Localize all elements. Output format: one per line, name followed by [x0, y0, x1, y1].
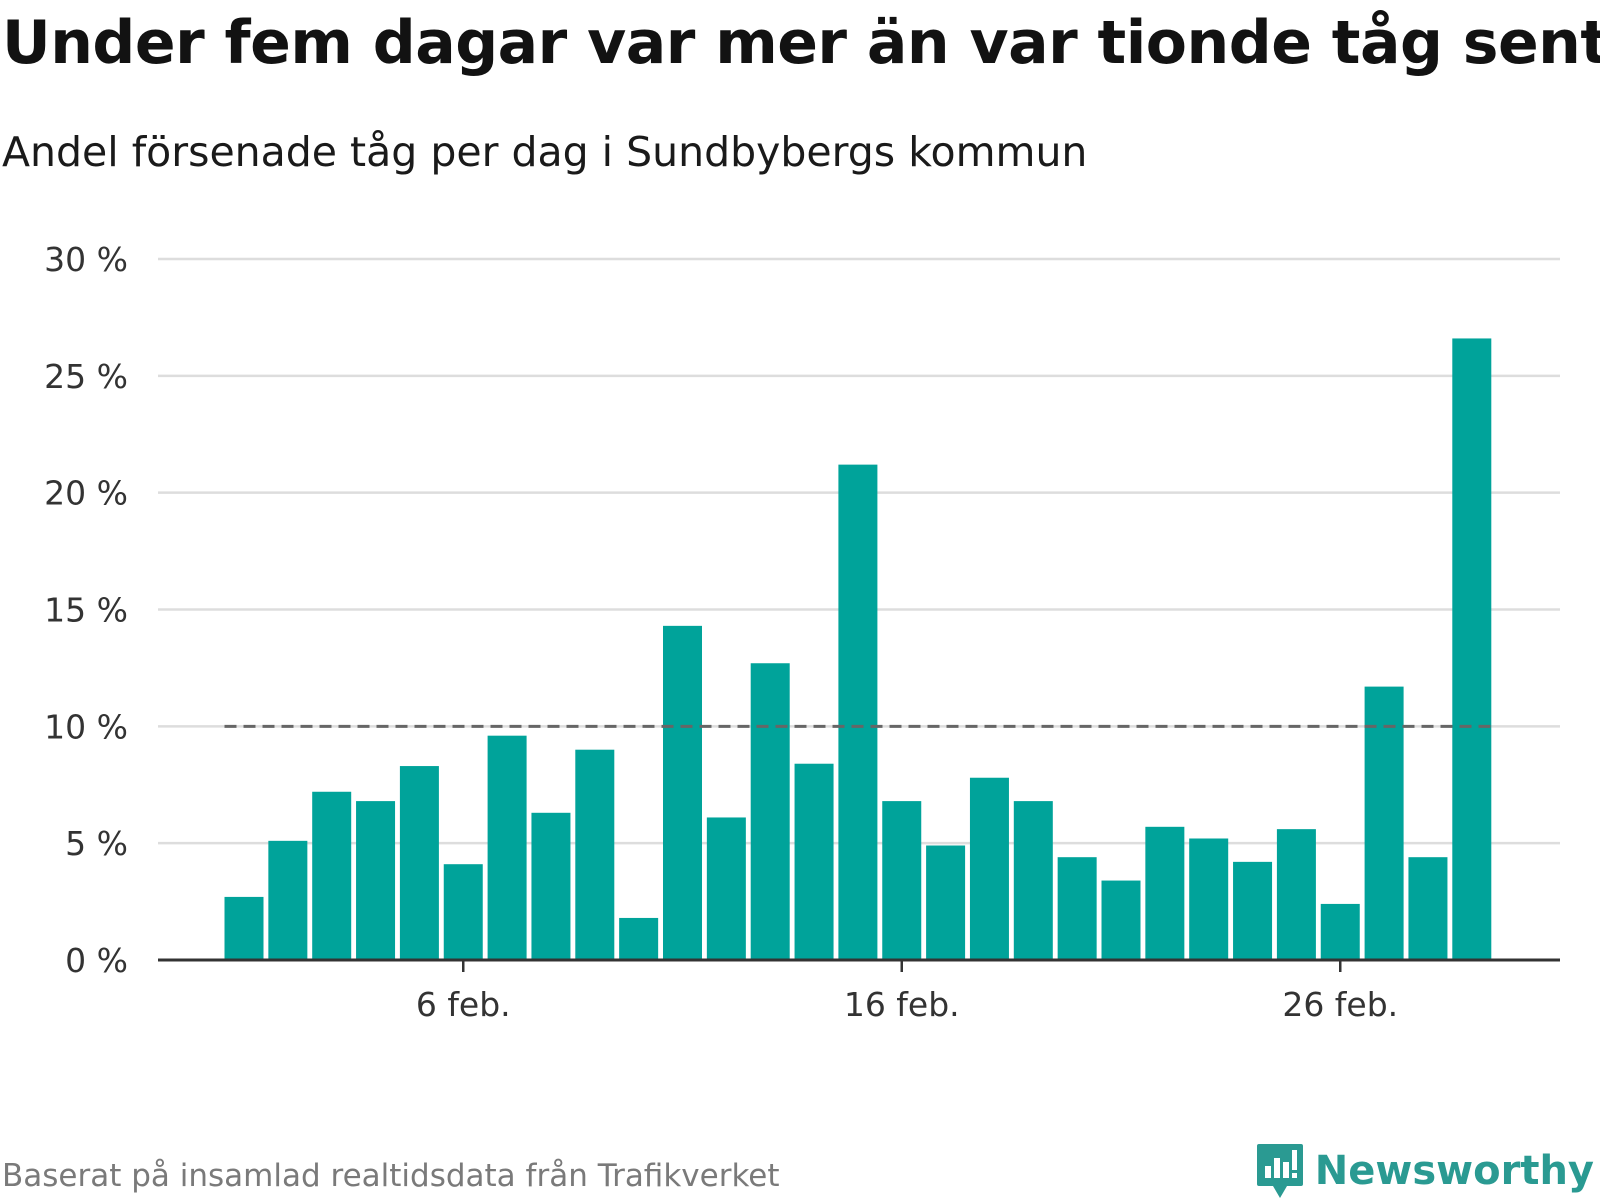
bar [1320, 903, 1360, 960]
bar [1189, 838, 1229, 960]
x-tick-label: 6 feb. [416, 985, 511, 1024]
chart-subtitle: Andel försenade tåg per dag i Sundbyberg… [2, 128, 1088, 176]
bar [882, 801, 922, 960]
x-tick-label: 26 feb. [1282, 985, 1398, 1024]
bar [1276, 829, 1316, 960]
bar [1364, 686, 1404, 960]
bar [1452, 338, 1492, 960]
bar [706, 817, 746, 960]
y-axis-ticks: 0 % 5 % 10 % 15 % 20 % 25 % 30 % [44, 240, 128, 980]
bar [619, 917, 659, 960]
bar [399, 766, 439, 960]
x-tick-label: 16 feb. [844, 985, 960, 1024]
bar [750, 663, 790, 960]
brand-logo: Newsworthy [1255, 1142, 1594, 1200]
y-tick-label: 10 % [44, 707, 128, 746]
source-note: Baserat på insamlad realtidsdata från Tr… [2, 1158, 780, 1194]
bar [443, 864, 483, 960]
bars [224, 338, 1492, 960]
bar [1145, 826, 1185, 960]
y-tick-label: 15 % [44, 591, 128, 630]
bar [1101, 880, 1141, 960]
brand-name: Newsworthy [1314, 1148, 1594, 1194]
bar [487, 735, 527, 960]
y-tick-label: 30 % [44, 240, 128, 279]
bar [969, 777, 1009, 960]
bar [794, 763, 834, 960]
bar [224, 896, 264, 960]
newsworthy-logo-icon [1256, 1144, 1303, 1198]
bar [663, 625, 702, 960]
y-tick-label: 0 % [65, 941, 128, 980]
bar [1408, 857, 1448, 960]
bar [312, 791, 352, 960]
x-axis-ticks: 6 feb. 16 feb. 26 feb. [416, 960, 1398, 1024]
bar [1057, 857, 1097, 960]
bar [926, 845, 966, 960]
bar [1233, 861, 1273, 960]
bar [356, 801, 396, 960]
bar [1013, 801, 1053, 960]
chart-title: Under fem dagar var mer än var tionde tå… [2, 8, 1600, 78]
y-tick-label: 5 % [65, 824, 128, 863]
bar [268, 840, 308, 960]
y-tick-label: 20 % [44, 474, 128, 513]
bar [575, 749, 615, 960]
bar [838, 464, 878, 960]
bar [531, 812, 571, 960]
y-tick-label: 25 % [44, 357, 128, 396]
